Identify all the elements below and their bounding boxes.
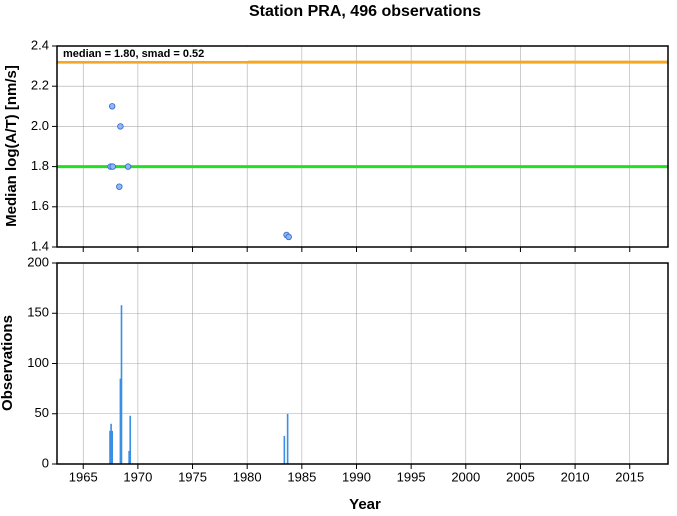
bar [119, 378, 122, 464]
x-tick-label: 2000 [451, 469, 480, 484]
data-point [117, 123, 124, 130]
data-point [108, 103, 116, 110]
data-point [124, 163, 132, 170]
y-axis-label: Observations [0, 315, 16, 411]
y-tick-label: 100 [27, 355, 49, 370]
data-point [109, 163, 116, 170]
y-tick-label: 1.6 [31, 198, 49, 213]
bar [120, 305, 123, 464]
x-axis-label: Year [349, 496, 381, 511]
data-point [285, 233, 292, 241]
data-point [116, 183, 123, 190]
y-tick-label: 2.0 [31, 118, 49, 133]
y-tick-label: 2.4 [31, 37, 49, 52]
x-tick-label: 1970 [123, 469, 152, 484]
plot-frame [56, 45, 669, 248]
annotation-box [58, 47, 248, 61]
y-tick-label: 200 [27, 254, 49, 269]
y-tick-label: 1.4 [31, 238, 49, 253]
x-tick-label: 2015 [615, 469, 644, 484]
x-tick-label: 2010 [561, 469, 590, 484]
y-axis-label: Median log(A/T) [nm/s] [3, 65, 20, 227]
bar [129, 415, 132, 464]
y-tick-label: 0 [42, 455, 49, 470]
y-tick-label: 2.2 [31, 78, 49, 93]
bar [109, 430, 111, 464]
x-tick-label: 1980 [233, 469, 262, 484]
bar [128, 450, 130, 464]
x-tick-label: 1965 [69, 469, 98, 484]
y-tick-label: 150 [27, 305, 49, 320]
bar [110, 423, 112, 464]
x-tick-label: 1985 [287, 469, 316, 484]
bar [286, 413, 289, 464]
y-tick-label: 1.8 [31, 158, 49, 173]
x-tick-label: 2005 [506, 469, 535, 484]
bar [111, 430, 113, 464]
x-tick-label: 1990 [342, 469, 371, 484]
x-tick-label: 1975 [178, 469, 207, 484]
annotation: median = 1.80, smad = 0.52 [63, 48, 204, 60]
chart-title: Station PRA, 496 observations [249, 3, 481, 20]
y-tick-label: 50 [35, 405, 49, 420]
x-tick-label: 1995 [397, 469, 426, 484]
plot-frame [56, 262, 669, 465]
bar [283, 435, 286, 464]
